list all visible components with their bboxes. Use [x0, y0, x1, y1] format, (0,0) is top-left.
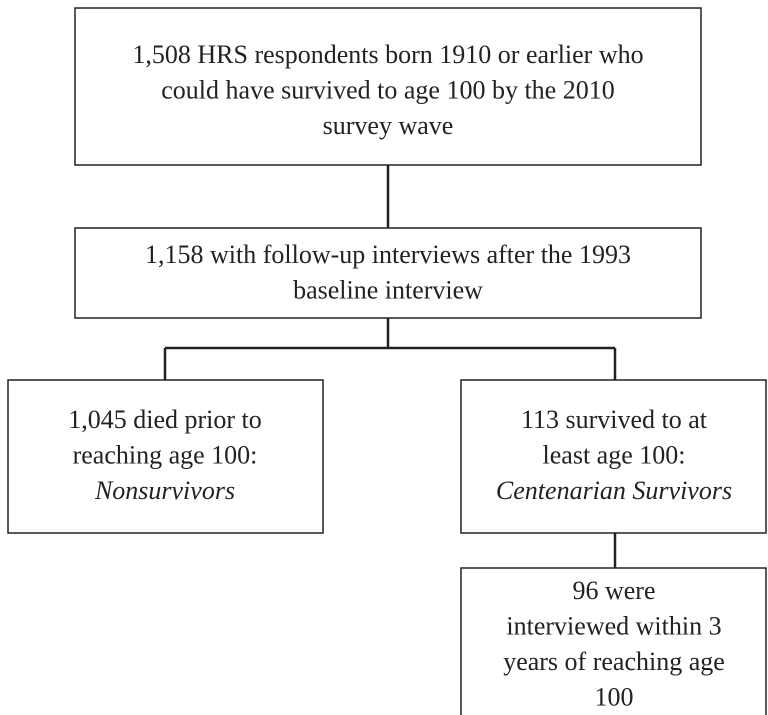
node-text: survey wave: [323, 111, 454, 140]
box: [74, 227, 702, 319]
node-text: 1,045 died prior to: [68, 405, 262, 434]
node-text: 113 survived to at: [521, 405, 708, 434]
connector: [163, 318, 617, 380]
node-text: baseline interview: [293, 275, 483, 304]
box: [460, 567, 767, 715]
node-text: 1,158 with follow-up interviews after th…: [145, 240, 631, 269]
node-text: could have survived to age 100 by the 20…: [161, 75, 614, 104]
group-label: Nonsurvivors: [94, 476, 235, 505]
node-text: interviewed within 3: [506, 611, 721, 640]
node-text: years of reaching age: [503, 647, 725, 676]
labels: 1,508 HRS respondents born 1910 or earli…: [68, 40, 732, 712]
node-text: 96 were: [572, 576, 655, 605]
node-text: 100: [595, 682, 634, 711]
node-text: 1,508 HRS respondents born 1910 or earli…: [132, 40, 643, 69]
node-text: least age 100:: [543, 440, 686, 469]
box: [460, 379, 767, 534]
group-label: Centenarian Survivors: [496, 476, 732, 505]
box: [74, 7, 702, 166]
node-text: reaching age 100:: [73, 440, 258, 469]
